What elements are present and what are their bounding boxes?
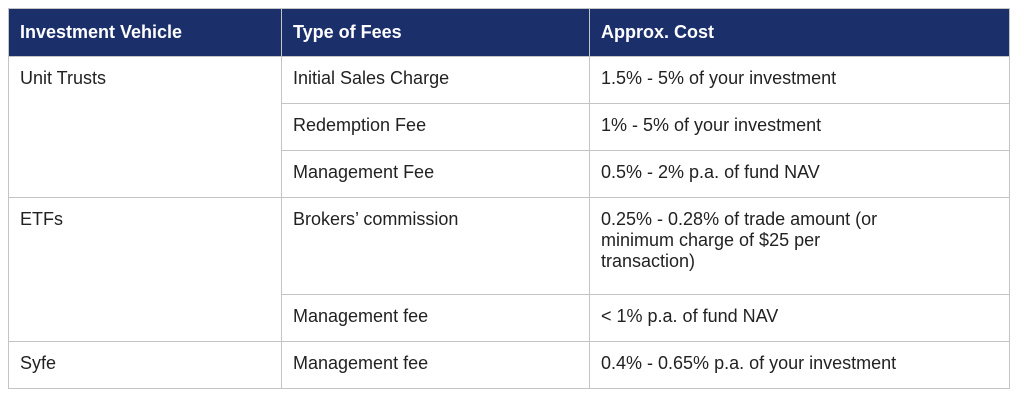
fee-type-cell: Management fee xyxy=(281,294,590,342)
cost-cell: 0.5% - 2% p.a. of fund NAV xyxy=(589,150,1010,198)
table-row: Redemption Fee 1% - 5% of your investmen… xyxy=(9,103,1010,151)
header-approx-cost: Approx. Cost xyxy=(589,8,1010,57)
cost-cell: < 1% p.a. of fund NAV xyxy=(589,294,1010,342)
table-row: ETFs Brokers’ commission 0.25% - 0.28% o… xyxy=(8,197,1010,342)
fee-type-cell: Management fee xyxy=(281,341,590,389)
header-row: Investment Vehicle Type of Fees Approx. … xyxy=(8,8,1010,57)
vehicle-cell-etfs: ETFs xyxy=(8,197,282,342)
table-row: Management Fee 0.5% - 2% p.a. of fund NA… xyxy=(9,150,1010,198)
fee-type-cell: Brokers’ commission xyxy=(281,197,590,295)
vehicle-cell-unit-trusts: Unit Trusts xyxy=(8,56,282,198)
fee-type-cell: Redemption Fee xyxy=(281,103,590,151)
fee-type-cell: Management Fee xyxy=(281,150,590,198)
table-row: Unit Trusts Initial Sales Charge 1.5% - … xyxy=(8,56,1010,198)
fee-type-cell: Initial Sales Charge xyxy=(281,56,590,104)
fees-comparison-table: Investment Vehicle Type of Fees Approx. … xyxy=(8,8,1010,389)
vehicle-cell-syfe: Syfe xyxy=(8,341,282,389)
table-header: Investment Vehicle Type of Fees Approx. … xyxy=(8,8,1010,57)
fees-table-container: Investment Vehicle Type of Fees Approx. … xyxy=(8,8,1010,389)
cost-cell: 0.4% - 0.65% p.a. of your investment xyxy=(589,341,1010,389)
table-body: Unit Trusts Initial Sales Charge 1.5% - … xyxy=(8,56,1010,389)
cost-cell: 1% - 5% of your investment xyxy=(589,103,1010,151)
table-row: Management fee < 1% p.a. of fund NAV xyxy=(9,294,1010,342)
cost-cell: 1.5% - 5% of your investment xyxy=(589,56,1010,104)
header-investment-vehicle: Investment Vehicle xyxy=(8,8,282,57)
cost-cell: 0.25% - 0.28% of trade amount (or minimu… xyxy=(589,197,1010,295)
header-type-of-fees: Type of Fees xyxy=(281,8,590,57)
table-row: Syfe Management fee 0.4% - 0.65% p.a. of… xyxy=(8,341,1010,389)
